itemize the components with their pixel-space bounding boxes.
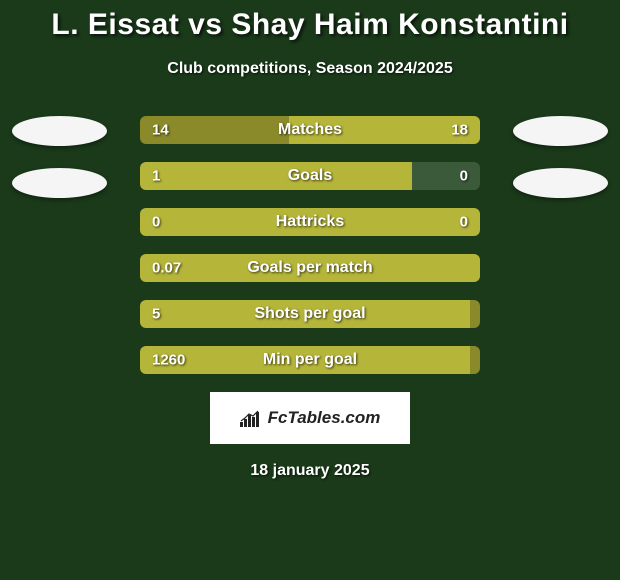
bar-track (140, 300, 480, 328)
stat-rows-container: 14Matches18 1Goals0 0Hattricks0 0.07Goals p… (0, 116, 620, 374)
player-right-avatar-1 (513, 116, 608, 146)
logo-text: FcTables.com (268, 408, 381, 428)
bar-track (140, 254, 480, 282)
stat-row: 1Goals0 (140, 162, 480, 190)
page-title: L. Eissat vs Shay Haim Konstantini (0, 0, 620, 42)
date-label: 18 january 2025 (0, 462, 620, 480)
bars-icon (240, 409, 262, 427)
bar-track (140, 208, 480, 236)
stats-area: 14Matches18 1Goals0 0Hattricks0 0.07Goals p… (0, 116, 620, 374)
player-right-avatar-2 (513, 168, 608, 198)
player-left-avatar-1 (12, 116, 107, 146)
bar-left (140, 208, 480, 236)
bar-track (140, 346, 480, 374)
stat-row: 14Matches18 (140, 116, 480, 144)
bar-track (140, 116, 480, 144)
bar-left (140, 254, 480, 282)
bar-left (140, 116, 289, 144)
bar-track (140, 162, 480, 190)
bar-left (140, 300, 470, 328)
bar-right (470, 346, 480, 374)
stat-row: 0Hattricks0 (140, 208, 480, 236)
subtitle: Club competitions, Season 2024/2025 (0, 60, 620, 78)
player-left-avatar-2 (12, 168, 107, 198)
stat-row: 5Shots per goal (140, 300, 480, 328)
bar-left (140, 346, 470, 374)
bar-left (140, 162, 412, 190)
stat-row: 1260Min per goal (140, 346, 480, 374)
comparison-card: L. Eissat vs Shay Haim Konstantini Club … (0, 0, 620, 580)
logo-box[interactable]: FcTables.com (210, 392, 410, 444)
bar-right (289, 116, 480, 144)
stat-row: 0.07Goals per match (140, 254, 480, 282)
bar-right (470, 300, 480, 328)
bar-right (412, 162, 480, 190)
